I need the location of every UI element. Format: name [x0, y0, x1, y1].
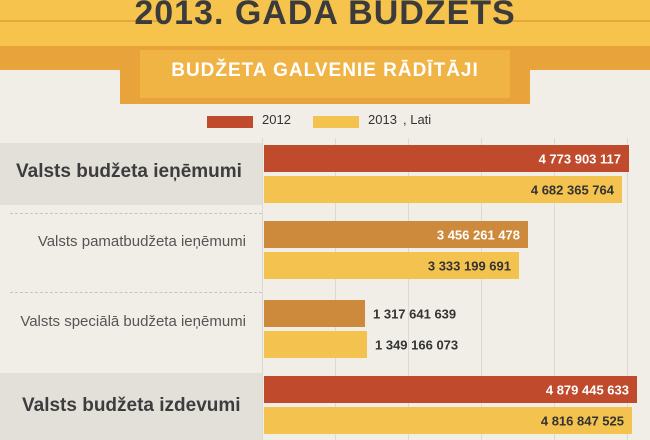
bar-value-label: 4 879 445 633	[546, 383, 629, 398]
category-label-core-revenue: Valsts pamatbudžeta ieņēmumi	[37, 233, 246, 250]
bar-2013-3	[264, 407, 632, 434]
legend-swatch-2012	[207, 116, 253, 128]
bar-value-label: 4 773 903 117	[539, 152, 621, 167]
bar-2013-2	[264, 331, 367, 358]
gridline	[408, 138, 409, 440]
gridline	[335, 138, 336, 440]
chart-subtitle: BUDŽETA GALVENIE RĀDĪTĀJI	[171, 60, 479, 81]
bar-value-label: 4 816 847 525	[541, 414, 624, 429]
page-title: 2013. GADA BUDŽETS	[134, 0, 516, 32]
bar-value-label: 3 333 199 691	[428, 259, 511, 274]
row-divider	[10, 213, 262, 214]
bar-value-label: 1 317 641 639	[373, 307, 456, 322]
bar-2012-1	[264, 221, 528, 248]
category-label-expenditure: Valsts budžeta izdevumi	[22, 395, 241, 416]
gridline	[481, 138, 482, 440]
bar-2013-0	[264, 176, 622, 203]
gridline	[554, 138, 555, 440]
category-label-revenue: Valsts budžeta ieņēmumi	[16, 161, 242, 182]
bar-value-label: 3 456 261 478	[437, 228, 520, 243]
title-band	[0, 0, 650, 46]
row-divider	[10, 292, 262, 293]
bar-value-label: 4 682 365 764	[531, 183, 615, 198]
title-rule-left	[0, 20, 160, 22]
title-rule-right	[495, 20, 650, 22]
legend-label-2012: 2012	[262, 112, 291, 127]
subtitle-ribbon	[0, 46, 650, 104]
bar-2012-3	[264, 376, 637, 403]
row-shade-expenditure	[0, 373, 262, 440]
legend-unit: , Lati	[403, 112, 432, 127]
category-label-special-revenue: Valsts speciālā budžeta ieņēmumi	[20, 313, 246, 330]
bar-value-label: 1 349 166 073	[375, 338, 458, 353]
bar-2013-1	[264, 252, 519, 279]
bar-2012-0	[264, 145, 629, 172]
row-shade-revenue	[0, 143, 262, 205]
legend-label-2013: 2013	[368, 112, 397, 127]
legend-swatch-2013	[313, 116, 359, 128]
gridline	[627, 138, 628, 440]
bar-2012-2	[264, 300, 365, 327]
gridline	[262, 138, 263, 440]
